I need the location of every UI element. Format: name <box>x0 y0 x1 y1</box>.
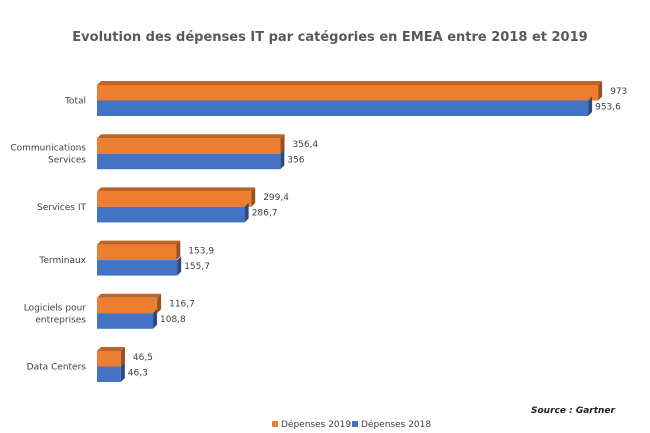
bar-side-2018-logiciels-pour-entreprises <box>153 309 158 329</box>
category-label-data-centers: Data Centers <box>27 363 87 373</box>
bar-side-2019-communications-services <box>280 134 285 154</box>
bar-top-2019-total <box>97 81 603 85</box>
legend-label-2019: Dépenses 2019 <box>281 419 351 430</box>
bar-2018-communications-services <box>97 153 281 170</box>
legend: Dépenses 2019 Dépenses 2018 <box>272 419 431 430</box>
bar-side-2019-services-it <box>251 187 256 207</box>
source-annotation: Source : Gartner <box>531 406 616 416</box>
data-label-2018-services-it: 286,7 <box>252 209 278 219</box>
category-label-line: Data Centers <box>27 363 87 373</box>
bar-side-2018-data-centers <box>120 362 125 382</box>
category-label-line: Services IT <box>37 203 86 213</box>
data-label-2018-total: 953,6 <box>595 102 621 112</box>
legend-swatch-2019 <box>272 421 278 427</box>
category-label-communications-services: Communications Services <box>10 144 86 166</box>
bar-top-2019-data-centers <box>97 347 125 351</box>
plot-area: Total 973 953,6 Communications Services 356,4… <box>10 81 627 382</box>
bar-2018-total <box>97 100 589 116</box>
chart-title: Evolution des dépenses IT par catégories… <box>72 30 587 45</box>
bar-side-2018-communications-services <box>280 149 285 170</box>
bar-top-2019-terminaux <box>97 240 181 245</box>
bar-top-2019-services-it <box>97 187 256 192</box>
category-label-line: Total <box>64 97 86 107</box>
bar-2019-logiciels-pour-entreprises <box>97 297 158 314</box>
legend-label-2018: Dépenses 2018 <box>361 419 431 430</box>
bar-side-2019-data-centers <box>120 347 125 367</box>
data-label-2019-communications-services: 356,4 <box>293 140 319 150</box>
data-label-2019-total: 973 <box>610 87 627 97</box>
legend-swatch-2018 <box>352 421 358 427</box>
bar-top-2019-logiciels-pour-entreprises <box>97 293 162 298</box>
data-label-2018-terminaux: 155,7 <box>184 262 210 272</box>
category-label-line: Terminaux <box>38 256 86 266</box>
data-label-2019-terminaux: 153,9 <box>188 246 214 256</box>
data-label-2019-data-centers: 46,5 <box>133 353 153 363</box>
category-label-services-it: Services IT <box>37 203 86 213</box>
bar-2018-data-centers <box>97 366 121 382</box>
data-label-2018-data-centers: 46,3 <box>128 368 148 378</box>
category-label-line: entreprises <box>35 315 86 325</box>
bar-side-2019-logiciels-pour-entreprises <box>157 293 162 314</box>
data-label-2019-services-it: 299,4 <box>263 193 289 203</box>
bar-2019-communications-services <box>97 138 281 154</box>
bar-side-2018-terminaux <box>177 256 182 276</box>
bar-side-2018-total <box>588 96 593 116</box>
bar-2019-total <box>97 85 599 101</box>
data-label-2019-logiciels-pour-entreprises: 116,7 <box>169 300 195 310</box>
bar-2019-terminaux <box>97 244 177 261</box>
bar-2019-services-it <box>97 191 252 207</box>
category-label-logiciels-pour-entreprises: Logiciels pour entreprises <box>24 303 87 325</box>
category-label-line: Services <box>48 156 86 166</box>
bar-side-2019-terminaux <box>176 240 181 261</box>
bar-2018-logiciels-pour-entreprises <box>97 313 153 329</box>
bar-side-2018-services-it <box>244 202 249 223</box>
bar-2019-data-centers <box>97 351 121 367</box>
bar-2018-terminaux <box>97 260 178 276</box>
category-label-line: Logiciels pour <box>24 303 87 313</box>
category-label-total: Total <box>64 97 86 107</box>
category-label-terminaux: Terminaux <box>38 256 86 266</box>
bar-top-2019-communications-services <box>97 134 285 139</box>
data-label-2018-communications-services: 356 <box>287 155 304 165</box>
bar-side-2019-total <box>598 81 603 101</box>
bar-2018-services-it <box>97 206 245 223</box>
category-label-line: Communications <box>10 144 86 154</box>
data-label-2018-logiciels-pour-entreprises: 108,8 <box>160 315 186 325</box>
